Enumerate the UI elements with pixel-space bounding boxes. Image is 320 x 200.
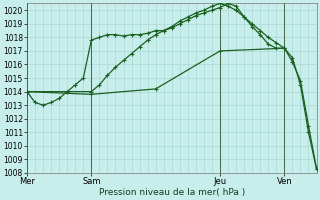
X-axis label: Pression niveau de la mer( hPa ): Pression niveau de la mer( hPa ) <box>99 188 245 197</box>
